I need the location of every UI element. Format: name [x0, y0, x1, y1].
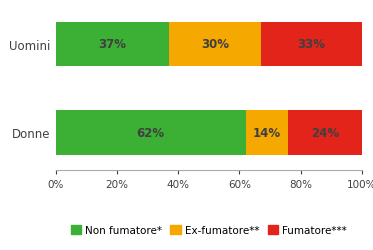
- Bar: [288, 111, 362, 155]
- Text: 24%: 24%: [311, 126, 339, 140]
- Bar: [56, 22, 169, 67]
- Text: 30%: 30%: [201, 38, 229, 51]
- Text: 37%: 37%: [98, 38, 126, 51]
- Legend: Non fumatore*, Ex-fumatore**, Fumatore***: Non fumatore*, Ex-fumatore**, Fumatore**…: [66, 221, 351, 239]
- Bar: [245, 111, 288, 155]
- Bar: [56, 111, 245, 155]
- Bar: [169, 22, 261, 67]
- Text: 14%: 14%: [253, 126, 281, 140]
- Bar: [261, 22, 362, 67]
- Text: 62%: 62%: [137, 126, 165, 140]
- Text: 33%: 33%: [297, 38, 325, 51]
